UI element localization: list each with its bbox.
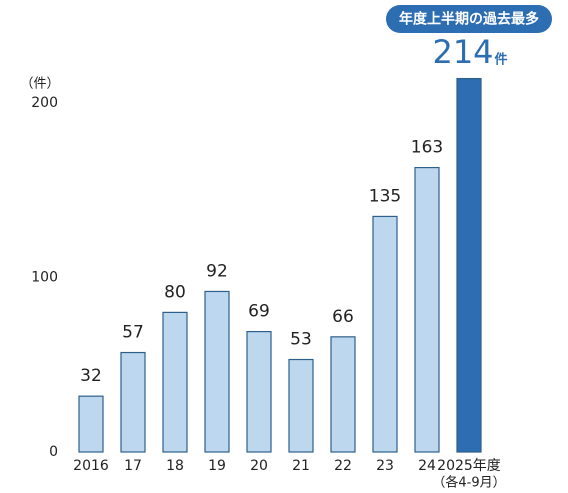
value-label: 92 bbox=[206, 261, 228, 281]
x-tick-label: 2016 bbox=[73, 458, 109, 474]
x-tick-label: 22 bbox=[334, 458, 352, 474]
bar bbox=[456, 77, 482, 453]
value-label: 80 bbox=[164, 282, 186, 302]
x-tick-label: 24 bbox=[418, 458, 436, 474]
bar bbox=[78, 395, 104, 453]
y-unit: （件） bbox=[20, 77, 59, 92]
value-label: 57 bbox=[122, 323, 144, 343]
value-label: 32 bbox=[80, 366, 102, 386]
y-tick-label: 100 bbox=[31, 270, 58, 286]
value-label: 135 bbox=[369, 186, 401, 206]
bar bbox=[288, 358, 314, 453]
annotation: 年度上半期の過去最多 bbox=[399, 11, 539, 28]
bar bbox=[330, 336, 356, 453]
value-label: 69 bbox=[248, 302, 270, 322]
y-tick-label: 0 bbox=[49, 444, 58, 460]
x-tick-note: （各4-9月） bbox=[432, 475, 505, 491]
x-tick-label: 19 bbox=[208, 458, 226, 474]
x-tick-label: 17 bbox=[124, 458, 142, 474]
value-label: 66 bbox=[332, 307, 354, 327]
annotation-badge bbox=[386, 5, 552, 33]
value-unit: 件 bbox=[494, 52, 507, 68]
bar bbox=[162, 311, 188, 453]
value-label: 163 bbox=[411, 138, 443, 158]
value-label: 214 bbox=[432, 33, 493, 71]
bar bbox=[204, 290, 230, 453]
x-tick-label: 23 bbox=[376, 458, 394, 474]
value-label: 53 bbox=[290, 330, 312, 350]
x-tick-label: 2025年度 bbox=[437, 458, 501, 474]
x-tick-label: 20 bbox=[250, 458, 268, 474]
bar bbox=[414, 166, 440, 453]
bar bbox=[372, 215, 398, 453]
bar bbox=[246, 330, 272, 453]
y-tick-label: 200 bbox=[31, 95, 58, 111]
x-tick-label: 18 bbox=[166, 458, 184, 474]
x-tick-label: 21 bbox=[292, 458, 310, 474]
bar bbox=[120, 351, 146, 453]
